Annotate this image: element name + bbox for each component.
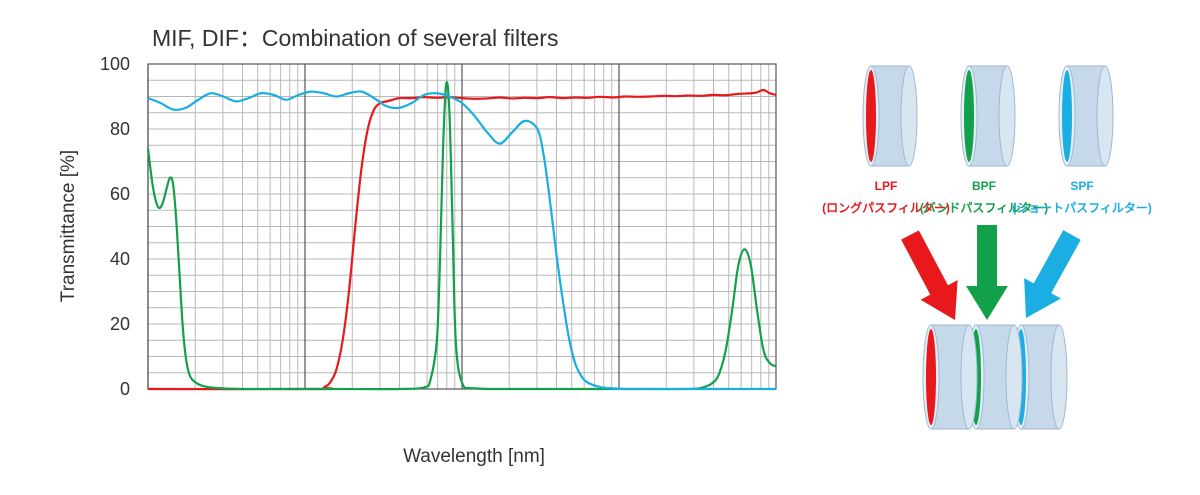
y-tick-label: 80 <box>110 119 130 139</box>
y-tick-label: 20 <box>110 314 130 334</box>
filter-name-label: (ショートパスフィルター) <box>1012 201 1152 215</box>
stacked-lpf-icon <box>922 324 978 430</box>
y-tick-label: 40 <box>110 249 130 269</box>
chart-series <box>146 81 777 391</box>
individual-filters <box>862 65 1114 167</box>
lpf-arrow-icon <box>901 230 958 320</box>
y-axis-ticks: 0 20 40 60 80 100 <box>100 54 130 399</box>
filter-code-label: LPF <box>875 179 898 193</box>
filter-code-label: SPF <box>1070 179 1093 193</box>
filter-bpf-icon <box>960 65 1016 167</box>
filter-name-label: (ロングパスフィルター) <box>822 200 950 215</box>
y-tick-label: 60 <box>110 184 130 204</box>
filter-name-label: (バンドパスフィルター) <box>920 201 1048 215</box>
y-tick-label: 100 <box>100 54 130 74</box>
filter-lpf-icon <box>862 65 918 167</box>
chart-grid <box>147 63 777 390</box>
plot-frame <box>147 63 777 390</box>
chart-title: MIF, DIF：Combination of several filters <box>152 25 558 51</box>
filter-combination-diagram: LPF (ロングパスフィルター) BPF (バンドパスフィルター) SPF (ショートパス… <box>822 65 1152 430</box>
stacked-filters <box>922 324 1068 430</box>
transmittance-chart: MIF, DIF：Combination of several filters … <box>58 25 777 467</box>
series-line-spf <box>147 90 776 391</box>
spf-arrow-icon <box>1024 230 1081 319</box>
y-axis-label: Transmittance [%] <box>58 150 79 302</box>
filter-spf-icon <box>1058 65 1114 167</box>
filter-code-label: BPF <box>972 179 996 193</box>
x-axis-label: Wavelength [nm] <box>403 446 545 467</box>
bpf-arrow-icon <box>966 225 1008 320</box>
combination-arrows <box>901 225 1081 320</box>
filter-labels: LPF (ロングパスフィルター) BPF (バンドパスフィルター) SPF (ショートパス… <box>822 179 1152 215</box>
series-line-bpf <box>146 81 777 391</box>
y-tick-label: 0 <box>120 379 130 399</box>
series-line-lpf <box>147 88 777 391</box>
